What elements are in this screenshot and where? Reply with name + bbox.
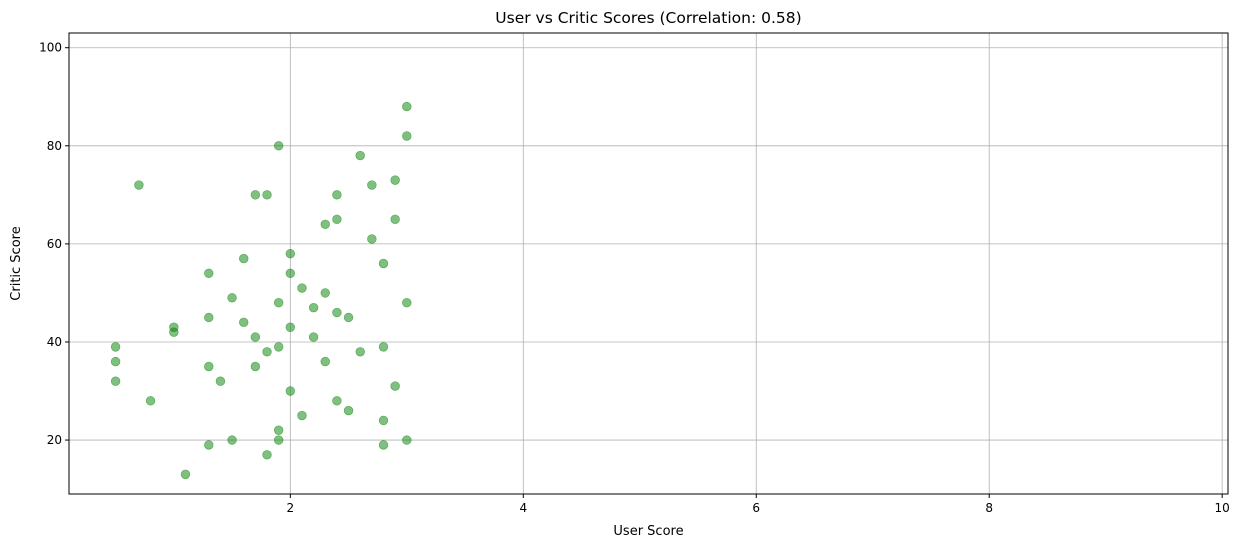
x-tick-label: 4	[519, 501, 527, 515]
data-point	[250, 361, 261, 372]
x-tick-label: 2	[286, 501, 294, 515]
data-point	[145, 396, 156, 406]
data-point	[378, 440, 389, 450]
data-point	[134, 180, 144, 190]
data-point	[250, 332, 261, 342]
axis-ticks: 2 4 6 8 10 20 40 60 80 100	[39, 41, 1230, 515]
data-point	[343, 312, 354, 323]
data-point	[402, 435, 412, 445]
data-point	[285, 248, 296, 259]
data-point	[204, 268, 214, 279]
data-point	[273, 425, 284, 435]
data-point	[262, 450, 272, 460]
data-point	[204, 440, 214, 450]
data-point	[180, 469, 191, 480]
grid-lines	[69, 33, 1228, 494]
data-point	[320, 288, 330, 298]
y-tick-label: 60	[47, 237, 62, 251]
data-point	[402, 298, 412, 308]
data-point	[390, 175, 400, 185]
x-tick-label: 10	[1215, 501, 1230, 515]
data-point	[262, 190, 272, 200]
x-axis-label: User Score	[613, 524, 683, 539]
data-point	[204, 312, 214, 323]
data-point	[204, 361, 214, 372]
data-point	[308, 302, 319, 313]
data-point	[367, 180, 377, 190]
data-point	[227, 293, 237, 303]
data-point	[239, 253, 249, 264]
data-point	[273, 342, 284, 352]
data-point	[110, 342, 121, 352]
data-point	[285, 268, 296, 279]
data-point	[402, 101, 412, 112]
data-point	[285, 386, 296, 396]
data-point	[367, 234, 377, 244]
data-point	[355, 347, 365, 357]
data-point	[320, 356, 330, 367]
data-point	[110, 376, 121, 386]
data-point	[273, 298, 284, 308]
data-point	[355, 150, 365, 161]
data-point	[273, 435, 284, 445]
scatter-points	[110, 101, 412, 480]
data-point	[308, 332, 319, 342]
data-point	[332, 307, 342, 318]
data-point	[273, 141, 284, 151]
data-point	[250, 190, 261, 200]
data-point	[169, 327, 179, 337]
y-tick-label: 100	[39, 41, 62, 55]
data-point	[285, 322, 296, 332]
data-point	[110, 356, 121, 367]
y-axis-label: Critic Score	[9, 226, 24, 300]
data-point	[378, 415, 389, 426]
data-point	[332, 396, 342, 406]
x-tick-label: 6	[752, 501, 760, 515]
y-tick-label: 80	[47, 139, 62, 153]
plot-frame	[68, 32, 1229, 495]
data-point	[215, 376, 226, 386]
data-point	[378, 342, 389, 352]
data-point	[390, 381, 400, 391]
y-tick-label: 40	[47, 335, 62, 349]
data-point	[390, 214, 400, 225]
data-point	[332, 214, 342, 225]
data-point	[297, 283, 307, 293]
data-point	[320, 219, 330, 229]
data-point	[402, 131, 412, 141]
data-point	[239, 317, 249, 328]
x-tick-label: 8	[985, 501, 993, 515]
chart-title: User vs Critic Scores (Correlation: 0.58…	[495, 9, 801, 27]
data-point	[262, 347, 272, 357]
data-point	[227, 435, 237, 445]
data-point	[332, 190, 342, 200]
y-tick-label: 20	[47, 433, 62, 447]
data-point	[297, 410, 307, 421]
data-point	[378, 258, 389, 269]
data-point	[343, 405, 354, 416]
